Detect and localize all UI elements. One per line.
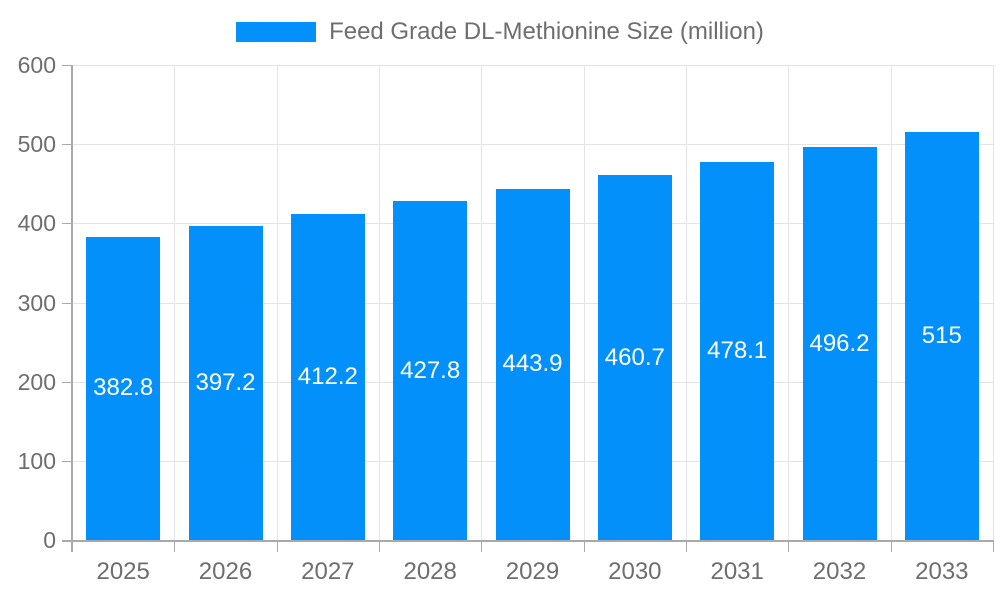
x-tick-label: 2028 bbox=[403, 558, 457, 585]
bar-value-label: 478.1 bbox=[707, 336, 768, 364]
x-tick-mark bbox=[276, 540, 278, 552]
x-tick-mark bbox=[890, 540, 892, 552]
y-tick-mark bbox=[62, 144, 72, 146]
y-tick-mark bbox=[62, 223, 72, 225]
bar bbox=[393, 201, 468, 540]
y-tick-mark bbox=[62, 65, 72, 66]
v-gridline bbox=[788, 65, 790, 540]
y-axis-line bbox=[71, 65, 73, 552]
y-tick-mark bbox=[62, 460, 72, 462]
x-tick-mark bbox=[481, 540, 483, 552]
x-tick-label: 2032 bbox=[812, 558, 867, 585]
x-tick-mark bbox=[686, 540, 687, 552]
y-tick-label: 600 bbox=[17, 52, 56, 78]
x-tick-mark bbox=[993, 540, 994, 552]
bar-value-label: 496.2 bbox=[809, 329, 870, 357]
v-gridline bbox=[481, 65, 483, 540]
y-tick-label: 100 bbox=[17, 447, 56, 474]
bar bbox=[904, 132, 979, 540]
y-tick-mark bbox=[62, 302, 72, 304]
y-tick-label: 300 bbox=[17, 289, 56, 316]
bar-value-label: 382.8 bbox=[93, 374, 154, 402]
x-tick-label: 2030 bbox=[608, 558, 662, 585]
bar bbox=[188, 225, 263, 540]
legend[interactable]: Feed Grade DL-Methionine Size (million) bbox=[0, 18, 1000, 46]
bar-value-label: 427.8 bbox=[400, 356, 461, 384]
x-tick-label: 2025 bbox=[96, 558, 150, 585]
y-tick-label: 500 bbox=[17, 131, 56, 158]
v-gridline bbox=[174, 65, 176, 540]
v-gridline bbox=[583, 65, 585, 540]
y-tick-label: 400 bbox=[17, 210, 56, 237]
bar-value-label: 412.2 bbox=[297, 362, 358, 390]
h-gridline bbox=[72, 65, 993, 66]
y-tick-mark bbox=[62, 381, 72, 383]
v-gridline bbox=[993, 65, 994, 540]
x-tick-mark bbox=[583, 540, 585, 552]
bar bbox=[495, 188, 570, 540]
x-tick-label: 2031 bbox=[710, 558, 764, 585]
v-gridline bbox=[890, 65, 892, 540]
bar-value-label: 397.2 bbox=[195, 368, 256, 396]
bar-value-label: 443.9 bbox=[502, 350, 563, 378]
h-gridline bbox=[72, 144, 993, 146]
x-tick-mark bbox=[174, 540, 176, 552]
bar-value-label: 515 bbox=[921, 322, 962, 350]
legend-swatch-icon bbox=[236, 22, 317, 42]
v-gridline bbox=[686, 65, 687, 540]
x-tick-label: 2033 bbox=[915, 558, 969, 585]
y-tick-label: 0 bbox=[43, 527, 56, 553]
bar bbox=[700, 161, 775, 540]
y-tick-label: 200 bbox=[17, 368, 56, 395]
x-tick-label: 2027 bbox=[301, 558, 355, 585]
x-tick-label: 2029 bbox=[505, 558, 560, 585]
x-axis-line bbox=[62, 540, 993, 542]
bar-value-label: 460.7 bbox=[604, 343, 665, 371]
x-tick-mark bbox=[788, 540, 790, 552]
bar bbox=[86, 236, 161, 540]
x-tick-label: 2026 bbox=[198, 558, 253, 585]
bar bbox=[290, 213, 365, 540]
v-gridline bbox=[379, 65, 380, 540]
bar bbox=[597, 175, 672, 540]
bar bbox=[802, 147, 877, 540]
legend-label: Feed Grade DL-Methionine Size (million) bbox=[329, 18, 764, 45]
v-gridline bbox=[276, 65, 278, 540]
x-tick-mark bbox=[379, 540, 380, 552]
